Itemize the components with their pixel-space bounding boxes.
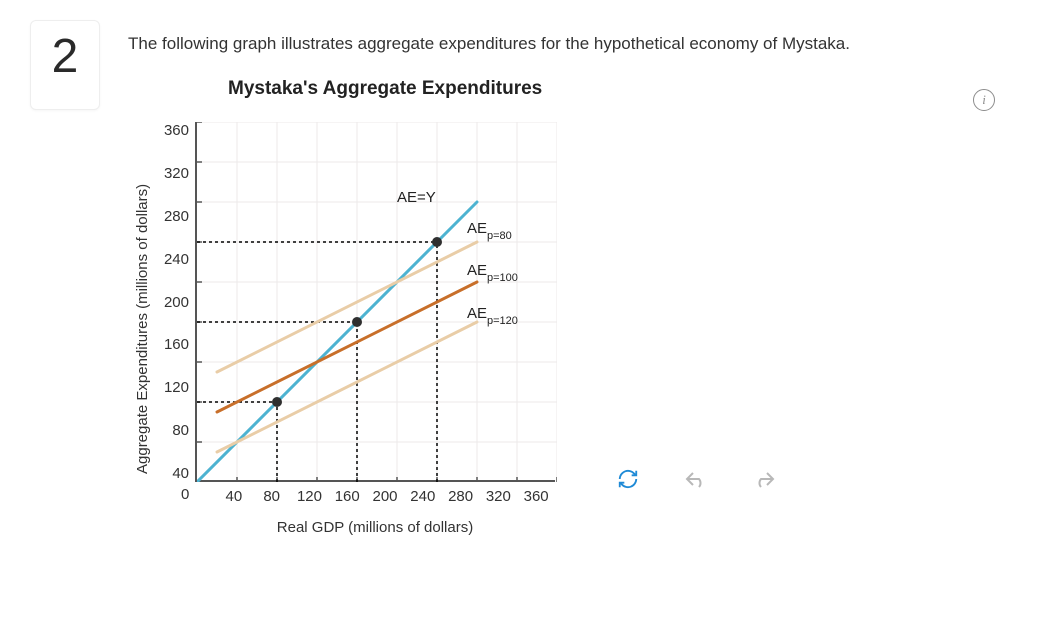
xtick: 360 — [517, 488, 555, 505]
ytick: 320 — [157, 165, 189, 182]
line-label-ae-p80: AEp=80 — [467, 220, 512, 237]
ytick: 40 — [157, 465, 189, 482]
question-prompt: The following graph illustrates aggregat… — [128, 34, 1017, 54]
xtick: 40 — [215, 488, 253, 505]
ytick: 80 — [157, 422, 189, 439]
y-axis-label: Aggregate Expenditures (millions of doll… — [128, 149, 157, 509]
xtick: 120 — [291, 488, 329, 505]
xtick: 160 — [328, 488, 366, 505]
xtick: 280 — [442, 488, 480, 505]
y-axis-ticks: 360 320 280 240 200 160 120 80 40 — [157, 122, 195, 482]
question-number: 2 — [30, 20, 100, 110]
ytick: 240 — [157, 251, 189, 268]
line-label-ae-p100: AEp=100 — [467, 262, 518, 279]
ytick: 280 — [157, 208, 189, 225]
refresh-icon[interactable] — [615, 466, 641, 492]
x-axis-ticks: 40 80 120 160 200 240 280 320 360 — [195, 482, 555, 505]
line-label-ae-p120: AEp=120 — [467, 305, 518, 322]
undo-icon[interactable] — [683, 466, 709, 492]
redo-icon[interactable] — [751, 466, 777, 492]
ytick: 120 — [157, 379, 189, 396]
chart-title: Mystaka's Aggregate Expenditures — [228, 78, 542, 100]
chart: Aggregate Expenditures (millions of doll… — [128, 122, 555, 536]
xtick: 240 — [404, 488, 442, 505]
ytick: 200 — [157, 294, 189, 311]
xtick: 320 — [479, 488, 517, 505]
ytick: 160 — [157, 336, 189, 353]
line-label-aey: AE=Y — [397, 189, 436, 206]
origin-label: 0 — [181, 486, 189, 503]
plot-area[interactable]: AE=Y AEp=80 AEp=100 AEp=120 — [195, 122, 555, 482]
chart-controls — [615, 422, 777, 536]
ytick: 360 — [157, 122, 189, 139]
xtick: 80 — [253, 488, 291, 505]
info-icon[interactable]: i — [973, 89, 995, 111]
xtick: 200 — [366, 488, 404, 505]
x-axis-label: Real GDP (millions of dollars) — [195, 519, 555, 536]
